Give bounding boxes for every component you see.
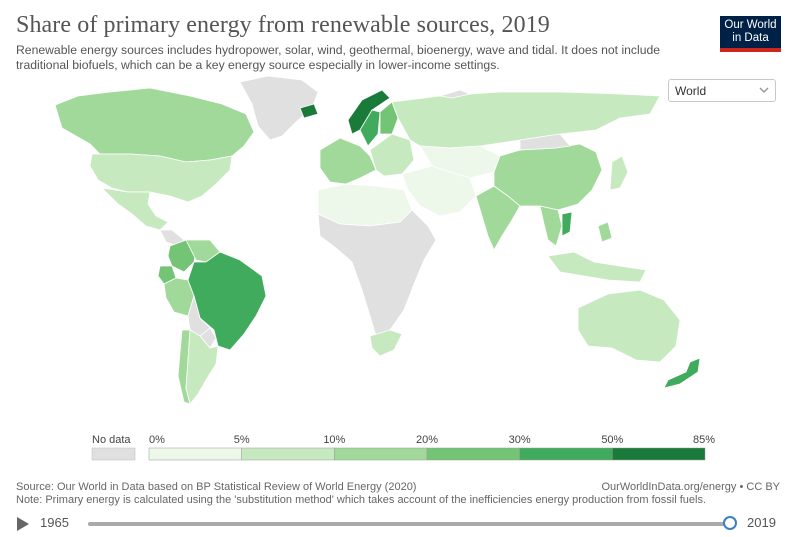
map-region-new-zealand[interactable] [663,357,701,389]
legend-tick-label: 5% [234,434,250,446]
map-region-south-africa[interactable] [369,329,403,357]
map-region-indonesia[interactable] [547,251,647,283]
legend-swatch [241,447,335,461]
map-region-united-states[interactable] [89,153,233,203]
map-region-north-africa[interactable] [317,183,413,227]
world-map[interactable]: No data 0% 5% 10% 20% 30% 50% 85% [0,72,796,472]
legend-no-data-label: No data [92,434,131,446]
map-region-japan[interactable] [609,155,629,191]
legend-swatch [334,447,428,461]
chart-subtitle: Renewable energy sources includes hydrop… [16,43,661,72]
logo-line-1: Our World [724,19,777,31]
owid-logo[interactable]: Our World in Data [720,16,781,52]
legend-swatch [519,447,613,461]
map-region-middle-east[interactable] [401,165,477,217]
map-region-mexico[interactable] [100,187,169,231]
legend-tick-label: 20% [416,434,438,446]
map-region-finland[interactable] [379,101,399,135]
map-region-sweden[interactable] [359,109,381,147]
timeline-end-year: 2019 [747,515,776,530]
map-region-western-europe[interactable] [319,137,377,185]
map-region-canada[interactable] [54,87,255,163]
footer-url[interactable]: OurWorldInData.org/energy • CC BY [601,481,781,493]
map-region-greenland[interactable] [239,75,319,141]
legend-swatch [612,447,706,461]
map-region-southeast-asia[interactable] [539,205,563,247]
legend-swatch [426,447,520,461]
map-region-norway[interactable] [347,89,391,135]
legend-tick-label: 85% [693,434,715,446]
legend-swatch [148,447,242,461]
timeline-start-year: 1965 [40,515,69,530]
map-region-russia[interactable] [391,91,661,149]
map-region-argentina[interactable] [185,329,219,405]
footer-source-row: Source: Our World in Data based on BP St… [16,481,780,494]
map-region-antarctica-islands[interactable] [439,89,472,99]
legend: No data 0% 5% 10% 20% 30% 50% 85% [91,434,715,461]
map-region-eastern-europe[interactable] [369,133,415,177]
timeline-handle[interactable] [723,516,737,530]
legend-tick-label: 30% [509,434,531,446]
entity-selector-value: World [675,84,707,98]
map-region-iceland[interactable] [299,103,319,119]
legend-tick-label: 10% [323,434,345,446]
footer-source[interactable]: Source: Our World in Data based on BP St… [16,481,417,493]
legend-tick-label: 50% [601,434,623,446]
legend-color-bins: 0% 5% 10% 20% 30% 50% 85% [148,434,715,461]
map-region-mongolia[interactable] [519,133,571,151]
map-region-sub-saharan-africa[interactable] [317,209,437,337]
chart-title: Share of primary energy from renewable s… [16,12,550,38]
logo-line-2: in Data [732,32,769,44]
entity-selector[interactable]: World [668,79,776,102]
legend-tick-label: 0% [149,434,165,446]
map-region-australia[interactable] [577,289,681,363]
chevron-down-icon [759,87,769,94]
map-region-philippines[interactable] [597,221,613,243]
legend-no-data-swatch [91,447,136,461]
timeline-fill [88,522,730,526]
footer-note: Note: Primary energy is calculated using… [16,494,707,506]
timeline-track[interactable] [88,522,730,526]
play-icon[interactable] [17,517,29,531]
timeline[interactable]: 1965 2019 [0,512,796,534]
map-region-vietnam[interactable] [561,211,573,237]
